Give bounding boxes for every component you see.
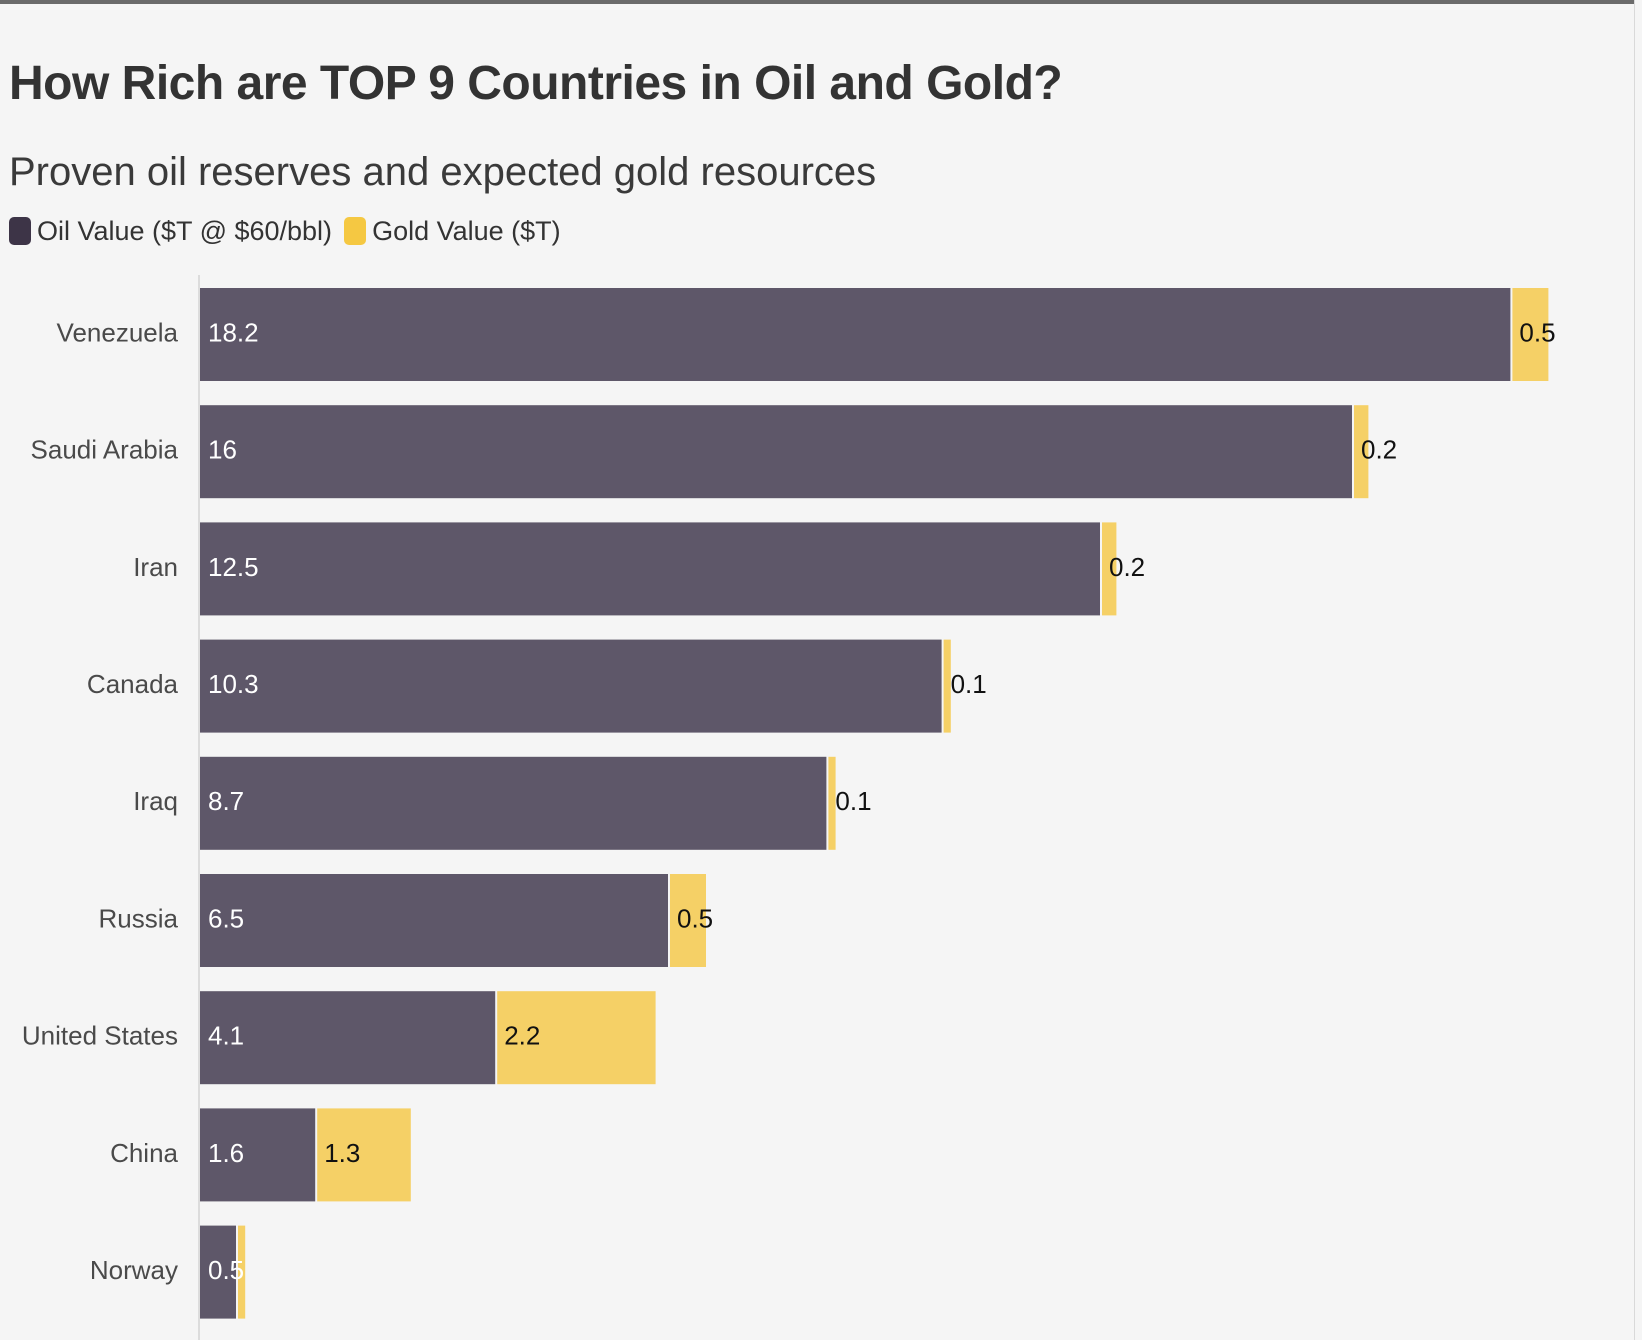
bar-oil-norway <box>200 1225 236 1319</box>
legend-item-oil[interactable]: Oil Value ($T @ $60/bbl) <box>9 216 332 247</box>
bar-gold-saudi-arabia <box>1354 405 1369 499</box>
y-tick-label-saudi-arabia: Saudi Arabia <box>31 435 179 465</box>
bar-gold-iran <box>1102 522 1117 616</box>
data-label-gold-united-states: 2.2 <box>504 1021 540 1051</box>
y-tick-label-united-states: United States <box>22 1021 178 1051</box>
data-label-oil-canada: 10.3 <box>208 669 259 699</box>
data-label-oil-venezuela: 18.2 <box>208 317 259 347</box>
data-label-gold-iraq: 0.1 <box>835 786 871 816</box>
legend-swatch-oil <box>9 217 31 245</box>
legend-item-gold[interactable]: Gold Value ($T) <box>344 216 561 247</box>
legend-swatch-gold <box>344 217 367 245</box>
bar-oil-iran <box>200 522 1100 616</box>
bar-oil-venezuela <box>200 288 1511 381</box>
data-label-gold-venezuela: 0.5 <box>1519 317 1555 347</box>
y-tick-label-iraq: Iraq <box>133 786 178 816</box>
bar-oil-iraq <box>200 756 827 850</box>
bar-oil-canada <box>200 639 942 733</box>
y-tick-label-venezuela: Venezuela <box>57 317 179 347</box>
data-label-gold-saudi-arabia: 0.2 <box>1361 435 1397 465</box>
bar-gold-canada <box>943 639 951 733</box>
bar-oil-china <box>200 1108 316 1202</box>
data-label-oil-norway: 0.5 <box>208 1255 244 1285</box>
data-label-oil-russia: 6.5 <box>208 903 244 933</box>
y-tick-label-norway: Norway <box>90 1255 178 1285</box>
y-tick-label-canada: Canada <box>87 669 179 699</box>
data-label-oil-united-states: 4.1 <box>208 1021 244 1051</box>
chart-title: How Rich are TOP 9 Countries in Oil and … <box>9 57 1063 110</box>
legend: Oil Value ($T @ $60/bbl) Gold Value ($T) <box>9 215 573 247</box>
right-border <box>1634 0 1642 1340</box>
legend-label-gold: Gold Value ($T) <box>372 215 561 246</box>
data-label-gold-iran: 0.2 <box>1109 552 1145 582</box>
bar-gold-norway <box>238 1225 246 1319</box>
data-label-gold-china: 1.3 <box>324 1138 360 1168</box>
data-label-gold-russia: 0.5 <box>677 903 713 933</box>
top-border <box>0 0 1642 4</box>
bar-gold-venezuela <box>1512 288 1549 381</box>
bar-gold-iraq <box>828 756 836 850</box>
bar-gold-russia <box>670 874 706 967</box>
bar-gold-united-states <box>497 991 656 1085</box>
bar-chart: Venezuela 18.2 0.5 Saudi Arabia 16 0.2 Iran 12.… <box>22 275 1556 1340</box>
chart-subtitle: Proven oil reserves and expected gold re… <box>9 150 877 194</box>
data-label-oil-saudi-arabia: 16 <box>208 435 237 465</box>
data-label-oil-iran: 12.5 <box>208 552 259 582</box>
data-label-oil-iraq: 8.7 <box>208 786 244 816</box>
bar-gold-china <box>317 1108 411 1202</box>
data-label-gold-canada: 0.1 <box>951 669 987 699</box>
bar-oil-russia <box>200 874 668 967</box>
y-tick-label-china: China <box>110 1138 178 1168</box>
y-tick-label-iran: Iran <box>133 552 178 582</box>
bar-oil-united-states <box>200 991 496 1085</box>
bar-oil-saudi-arabia <box>200 405 1352 499</box>
legend-label-oil: Oil Value ($T @ $60/bbl) <box>37 215 333 246</box>
data-label-oil-china: 1.6 <box>208 1138 244 1168</box>
y-tick-label-russia: Russia <box>99 903 179 933</box>
